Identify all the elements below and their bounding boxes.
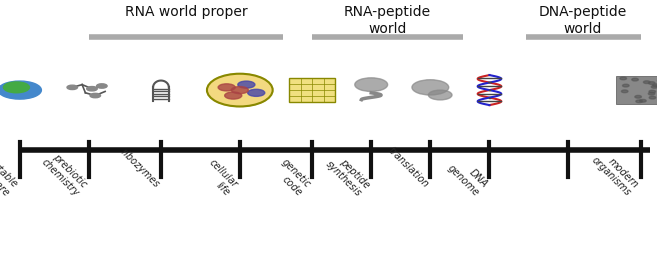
- Circle shape: [652, 84, 657, 87]
- Circle shape: [632, 78, 639, 81]
- Circle shape: [622, 90, 628, 93]
- Circle shape: [231, 87, 248, 94]
- Circle shape: [87, 87, 97, 91]
- Bar: [616, 76, 657, 104]
- Circle shape: [0, 81, 41, 99]
- Circle shape: [648, 82, 655, 84]
- Text: modern
organisms: modern organisms: [589, 147, 641, 198]
- Circle shape: [97, 84, 107, 88]
- Text: ribozymes: ribozymes: [118, 147, 161, 190]
- Circle shape: [248, 89, 265, 96]
- Circle shape: [3, 82, 30, 93]
- Circle shape: [620, 77, 627, 80]
- Circle shape: [218, 84, 235, 91]
- Circle shape: [643, 81, 650, 84]
- Text: peptide
synthesis: peptide synthesis: [323, 150, 371, 198]
- Circle shape: [636, 100, 643, 103]
- Circle shape: [649, 90, 656, 93]
- Circle shape: [67, 85, 78, 90]
- Text: RNA world proper: RNA world proper: [125, 5, 247, 19]
- Circle shape: [412, 80, 449, 95]
- Circle shape: [651, 85, 657, 88]
- Circle shape: [648, 92, 655, 95]
- Text: stable
hydrosphere: stable hydrosphere: [0, 139, 20, 198]
- Ellipse shape: [207, 74, 273, 106]
- Circle shape: [623, 84, 629, 87]
- Text: RNA-peptide
world: RNA-peptide world: [344, 5, 431, 36]
- Text: DNA-peptide
world: DNA-peptide world: [539, 5, 627, 36]
- Bar: [289, 78, 335, 102]
- Text: prebiotic
chemistry: prebiotic chemistry: [39, 149, 89, 198]
- Circle shape: [238, 81, 255, 88]
- Circle shape: [355, 78, 388, 91]
- Text: genetic
code: genetic code: [271, 157, 312, 198]
- Circle shape: [428, 90, 452, 100]
- Circle shape: [640, 99, 646, 102]
- Circle shape: [90, 93, 101, 98]
- Circle shape: [225, 92, 242, 99]
- Circle shape: [635, 96, 641, 98]
- Text: DNA
genome: DNA genome: [446, 155, 489, 198]
- Text: translation: translation: [386, 146, 430, 190]
- Text: cellular
life: cellular life: [199, 158, 240, 198]
- Circle shape: [649, 96, 656, 99]
